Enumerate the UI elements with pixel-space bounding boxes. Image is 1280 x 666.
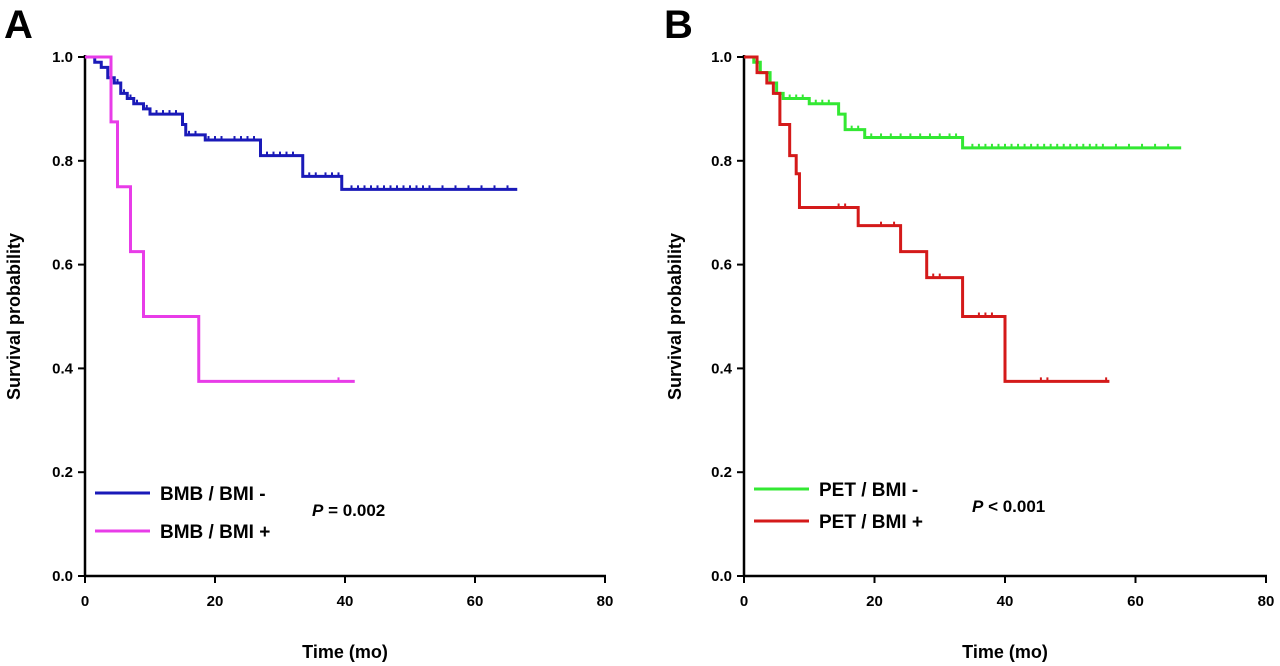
p-value-text: < 0.001 [983,497,1045,516]
x-tick-label: 0 [740,593,748,610]
y-tick-label: 0.6 [52,257,73,274]
x-tick-label: 60 [1127,593,1144,610]
legend-label: BMB / BMI - [160,484,266,505]
y-tick-label: 0.0 [52,568,73,585]
panel-letter: B [664,3,693,47]
p-value-text: = 0.002 [323,501,385,520]
survival-curve-negative [85,55,518,191]
x-tick-label: 80 [1258,593,1275,610]
x-tick-label: 40 [337,593,354,610]
p-value-symbol: P [312,501,324,520]
y-tick-label: 0.8 [711,153,732,170]
y-tick-label: 0.6 [711,257,732,274]
p-value-symbol: P [972,497,984,516]
legend-label: BMB / BMI + [160,522,270,543]
y-tick-label: 1.0 [52,49,73,66]
panel-a: A 0.0 0.2 0.4 0.6 0.8 1.0 0 20 40 60 80 Time (mo) Sur… [4,3,613,662]
x-axis-title: Time (mo) [302,642,388,662]
x-tick-label: 0 [81,593,89,610]
x-tick-label: 20 [866,593,883,610]
y-tick-label: 0.0 [711,568,732,585]
x-axis-title: Time (mo) [962,642,1048,662]
y-axis-title: Survival probability [4,233,24,400]
survival-curve-positive [744,55,1110,383]
y-tick-label: 0.2 [52,464,73,481]
y-tick-label: 0.2 [711,464,732,481]
panel-letter: A [4,3,33,47]
panel-b: B 0.0 0.2 0.4 0.6 0.8 1.0 0 20 40 60 80 Time (mo) Sur… [664,3,1274,662]
legend-label: PET / BMI - [819,480,918,501]
p-value-annotation: P < 0.001 [972,497,1045,516]
p-value-annotation: P = 0.002 [312,501,385,520]
y-tick-label: 0.4 [52,360,74,377]
x-tick-label: 20 [207,593,224,610]
legend-label: PET / BMI + [819,512,923,533]
survival-curve-positive [85,55,355,383]
y-axis-title: Survival probability [665,233,685,400]
x-tick-label: 80 [597,593,614,610]
x-tick-label: 60 [467,593,484,610]
y-tick-label: 1.0 [711,49,732,66]
y-tick-label: 0.4 [711,360,733,377]
y-tick-label: 0.8 [52,153,73,170]
x-tick-label: 40 [997,593,1014,610]
survival-curve-negative [744,55,1182,150]
